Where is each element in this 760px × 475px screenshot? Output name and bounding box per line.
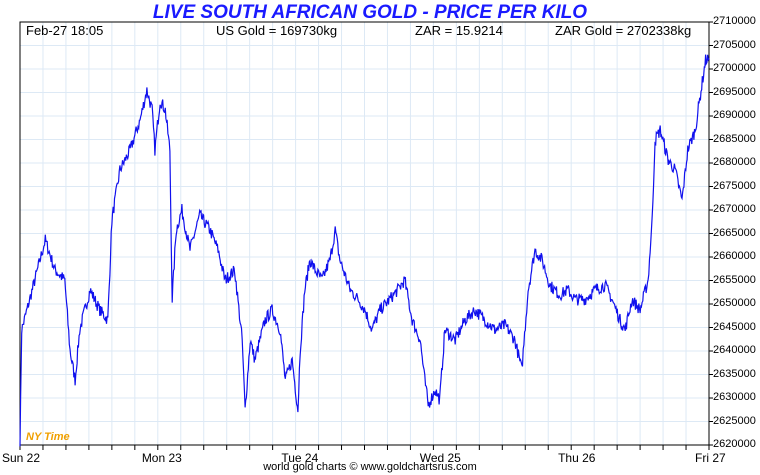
x-tick-label: Tue 24 [281, 451, 319, 465]
y-tick-label: 2670000 [713, 203, 756, 215]
header-us-gold: US Gold = 169730kg [216, 23, 338, 38]
y-tick-label: 2620000 [713, 438, 756, 450]
y-tick-label: 2685000 [713, 132, 756, 145]
header-zar: ZAR = 15.9214 [415, 23, 503, 38]
y-tick-label: 2660000 [713, 250, 756, 262]
price-line [19, 54, 710, 447]
y-tick-label: 2675000 [713, 179, 756, 192]
credit-text: world gold charts © www.goldchartsrus.co… [263, 461, 477, 473]
y-tick-label: 2665000 [713, 226, 756, 239]
x-tick-label: Thu 26 [558, 451, 596, 465]
x-tick-label: Sun 22 [2, 451, 41, 465]
y-tick-label: 2690000 [713, 109, 756, 121]
y-tick-label: 2645000 [713, 320, 756, 333]
y-tick-label: 2630000 [713, 391, 756, 403]
y-tick-label: 2650000 [713, 297, 756, 309]
plot-border [19, 21, 710, 446]
y-tick-label: 2700000 [713, 62, 756, 74]
y-tick-label: 2635000 [713, 367, 756, 380]
header-zar-gold: ZAR Gold = 2702338kg [555, 23, 692, 38]
y-tick-label: 2680000 [713, 156, 756, 168]
time-zone-label: NY Time [26, 431, 70, 443]
header-datetime: Feb-27 18:05 [26, 23, 104, 38]
y-tick-label: 2705000 [713, 38, 756, 51]
x-tick-label: Mon 23 [141, 451, 182, 465]
x-tick-label: Wed 25 [419, 451, 461, 465]
y-tick-label: 2655000 [713, 273, 756, 286]
y-tick-label: 2625000 [713, 414, 756, 427]
y-tick-label: 2640000 [713, 344, 756, 356]
x-tick-label: Fri 27 [695, 451, 726, 465]
chart-title: LIVE SOUTH AFRICAN GOLD - PRICE PER KILO [152, 2, 588, 23]
y-tick-label: 2710000 [713, 15, 756, 27]
y-tick-label: 2695000 [713, 85, 756, 98]
